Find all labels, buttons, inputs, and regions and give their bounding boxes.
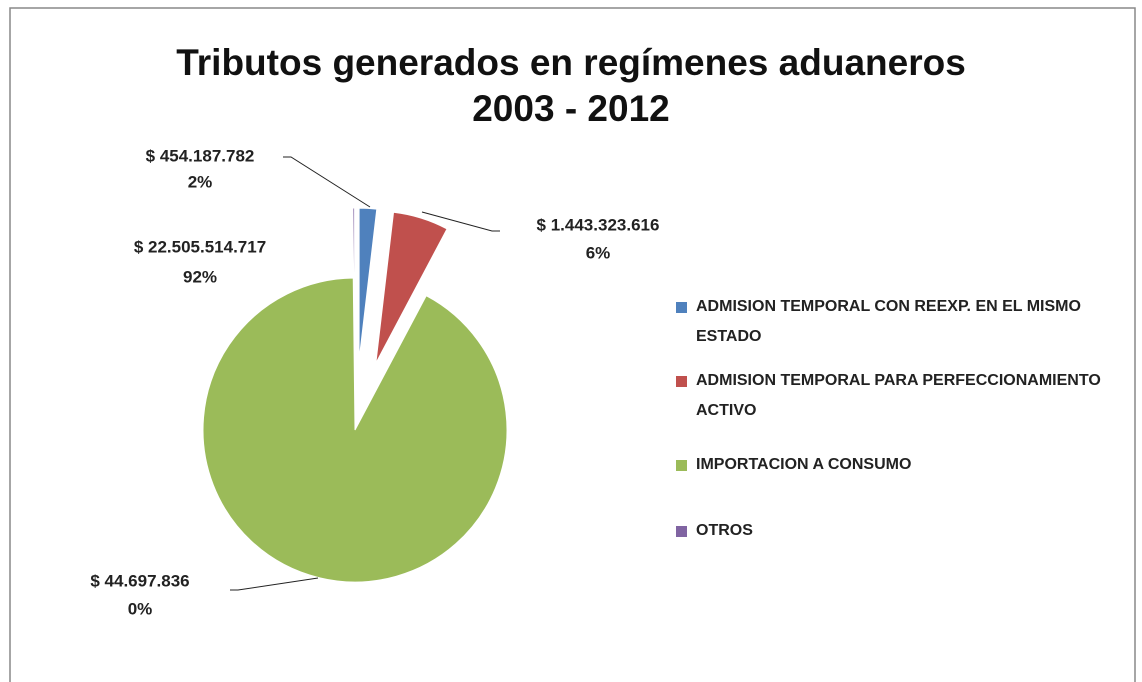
legend-swatch [676,376,687,387]
percent-label: 0% [128,599,153,618]
legend-item: ADMISION TEMPORAL CON REEXP. EN EL MISMO… [676,292,1116,352]
data-label: $ 44.697.836 [90,571,189,590]
data-label: $ 454.187.782 [146,146,255,165]
legend-label: ADMISION TEMPORAL PARA PERFECCIONAMIENTO… [696,372,1101,419]
legend: ADMISION TEMPORAL CON REEXP. EN EL MISMO… [676,292,1116,546]
legend-label: OTROS [696,522,753,539]
chart-title: Tributos generados en regímenes aduanero… [176,42,966,129]
legend-item: ADMISION TEMPORAL PARA PERFECCIONAMIENTO… [676,366,1116,426]
frame [9,7,1136,682]
leader-line [283,156,371,208]
legend-label: IMPORTACION A CONSUMO [696,456,912,473]
leader-line [230,577,319,591]
pie-slice [202,277,508,583]
percent-label: 92% [183,267,217,286]
leader-line [421,211,500,232]
pie-slice [352,207,356,361]
pie-slice [358,207,378,361]
percent-label: 6% [586,243,611,262]
legend-item: OTROS [676,516,1116,546]
percent-label: 2% [188,172,213,191]
legend-swatch [676,460,687,471]
pie-slice [375,211,448,364]
legend-label: ADMISION TEMPORAL CON REEXP. EN EL MISMO… [696,298,1081,345]
data-label: $ 1.443.323.616 [537,215,660,234]
data-label: $ 22.505.514.717 [134,237,266,256]
legend-swatch [676,302,687,313]
legend-swatch [676,526,687,537]
legend-item: IMPORTACION A CONSUMO [676,450,1116,480]
